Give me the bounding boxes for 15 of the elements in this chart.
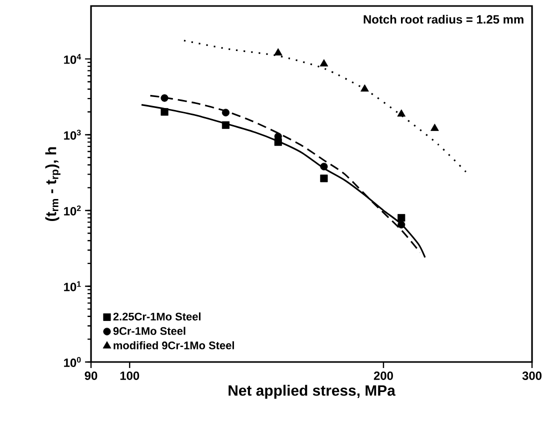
y-tick-label: 10$^{0}$	[64, 356, 81, 368]
x-tick-label: 200	[374, 371, 393, 380]
y-tick-label: 10$^{2}$	[64, 205, 81, 216]
x-tick-label: 100	[120, 371, 140, 380]
y-tick-label: 10$^{3}$	[64, 130, 81, 140]
y-axis-title: (t$_{rm}$ - t$_{rp}$), h	[45, 147, 60, 221]
annotation: Notch root radius = 1.25 mm	[364, 14, 524, 24]
y-tick-label: 10$^{4}$	[64, 54, 82, 64]
legend-label: modified 9Cr-1Mo Steel	[114, 341, 234, 350]
legend-label: 2.25Cr-1Mo Steel	[113, 312, 200, 320]
x-axis-title: Net applied stress, MPa	[228, 384, 396, 399]
x-tick-label: 90	[84, 371, 98, 380]
legend-label: 9Cr-1Mo Steel	[113, 326, 186, 335]
y-tick-label: 10$^{1}$	[64, 281, 81, 292]
x-tick-label: 300	[522, 371, 542, 380]
